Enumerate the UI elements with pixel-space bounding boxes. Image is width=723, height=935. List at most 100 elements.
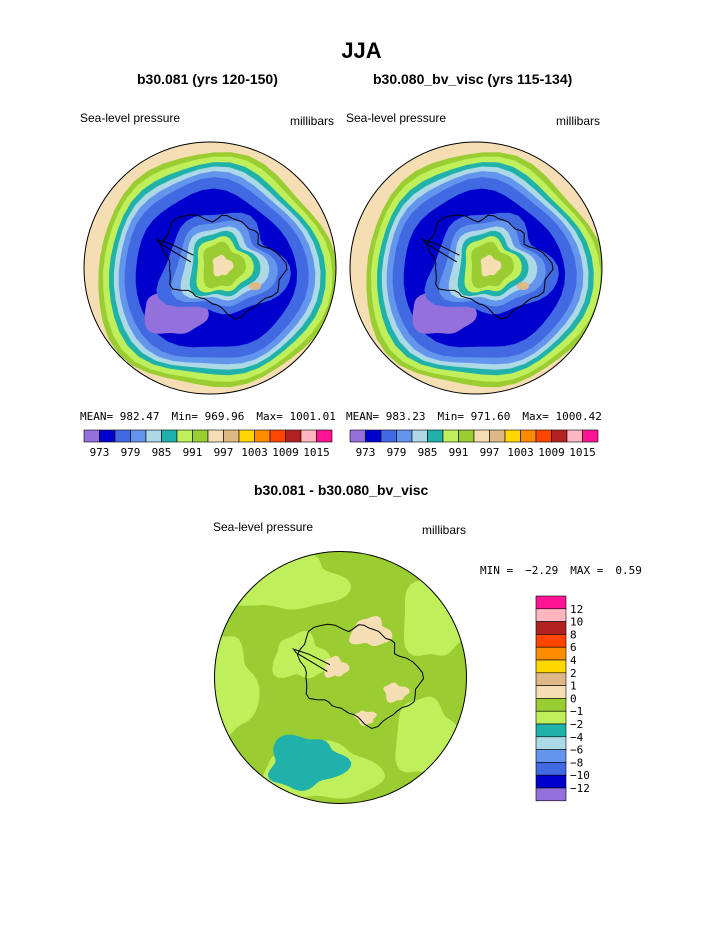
colorbar-swatch [582,429,599,443]
colorbar-swatch [130,429,147,443]
colorbar-tick-label: 979 [121,446,141,459]
colorbar-swatch [316,429,333,443]
slp-continent-band [480,254,502,277]
colorbar-tick-label: 2 [570,667,577,680]
colorbar-tick-label: −4 [570,731,584,744]
colorbar-tick-label: 1015 [569,446,596,459]
colorbar-tick-label: 973 [356,446,376,459]
colorbar-swatch [269,429,286,443]
slp-continent-band [212,254,234,277]
colorbar-swatch [535,698,567,712]
diff-band-positive [354,710,377,726]
panel1-map [83,141,337,395]
colorbar-swatch [192,429,209,443]
colorbar-swatch [207,429,224,443]
colorbar-swatch [473,429,490,443]
colorbar-swatch [535,595,567,610]
antarctica-coastline [426,214,554,320]
colorbar-tick-label: −12 [570,782,590,795]
colorbar-tick-label: 985 [152,446,172,459]
colorbar-swatch [535,672,567,686]
colorbar-tick-label: 1009 [272,446,299,459]
colorbar-swatch [145,429,162,443]
panel3-max: 0.59 [615,564,642,577]
colorbar-swatch [161,429,178,443]
colorbar-tick-label: 8 [570,628,577,641]
panel3-map [214,551,467,804]
colorbar-tick-label: 12 [570,603,583,616]
slp-high-cell [517,282,529,290]
diff-band-positive [324,655,350,678]
diff-band-minus2 [272,630,332,679]
colorbar-swatch [349,429,366,443]
colorbar-swatch [285,429,302,443]
diff-band-positive [383,682,410,703]
colorbar-tick-label: 991 [183,446,203,459]
colorbar-swatch [238,429,255,443]
map-border [214,551,467,804]
colorbar-tick-label: −2 [570,718,583,731]
colorbar-swatch [254,429,271,443]
panel2-variable: Sea-level pressure [346,111,447,125]
colorbar-swatch [535,723,567,738]
colorbar-swatch [535,646,567,661]
colorbar-swatch [365,429,382,443]
panel1-mean: MEAN= 982.47 [80,410,160,423]
panel1-colorbar: 973 979 985 991 997 1003 1009 1015 [83,429,333,459]
page-title: JJA [341,38,382,63]
panel1-title: b30.081 (yrs 120-150) [137,71,278,87]
colorbar-tick-label: −1 [570,705,583,718]
panel2-units: millibars [556,114,601,128]
colorbar-swatch [442,429,459,443]
colorbar-tick-label: 985 [418,446,438,459]
colorbar-swatch [223,429,240,443]
colorbar-swatch [535,429,552,443]
colorbar-tick-label: 1015 [303,446,330,459]
colorbar-tick-label: 10 [570,616,583,629]
panel1-stats: MEAN= 982.47 Min= 969.96 Max= 1001.01 [80,410,336,423]
colorbar-swatch [535,762,567,776]
colorbar-swatch [535,749,567,763]
colorbar-tick-label: 4 [570,654,577,667]
panel2-min: Min= 971.60 [437,410,511,423]
colorbar-tick-label: 1 [570,680,577,693]
colorbar-swatch [535,608,567,622]
panel3-stats: MIN = −2.29 MAX = 0.59 [480,564,642,577]
colorbar-swatch [504,429,521,443]
colorbar-swatch [535,621,567,635]
panel3-min: −2.29 [525,564,559,577]
colorbar-swatch [411,429,428,443]
colorbar-tick-label: 973 [90,446,110,459]
colorbar-swatch [535,710,567,725]
colorbar-swatch [535,774,567,789]
panel2-mean: MEAN= 983.23 [346,410,426,423]
colorbar-tick-label: 1003 [241,446,268,459]
colorbar-swatch [83,429,100,443]
antarctic-peninsula [155,238,194,263]
colorbar-tick-label: 979 [387,446,407,459]
panel2-title: b30.080_bv_visc (yrs 115-134) [373,71,573,87]
colorbar-tick-label: 991 [449,446,469,459]
slp-high-cell [249,282,261,290]
panel1-max: Max= 1001.01 [256,410,336,423]
panel2-colorbar: 973 979 985 991 997 1003 1009 1015 [349,429,599,459]
colorbar-swatch [380,429,397,443]
panel2-stats: MEAN= 983.23 Min= 971.60 Max= 1000.42 [346,410,602,423]
panel2-map [349,141,603,395]
colorbar-tick-label: 0 [570,692,577,705]
colorbar-swatch [535,685,567,699]
colorbar-swatch [535,736,567,750]
antarctica-coastline [296,623,425,730]
colorbar-swatch [300,429,317,443]
colorbar-tick-label: 997 [214,446,234,459]
map-border [83,141,337,395]
antarctic-peninsula [421,238,460,263]
colorbar-swatch [520,429,537,443]
panel2-max: Max= 1000.42 [522,410,602,423]
panel3-min-label: MIN = [480,564,514,577]
panel1-variable: Sea-level pressure [80,111,181,125]
colorbar-swatch [114,429,131,443]
map-border [349,141,603,395]
colorbar-tick-label: −6 [570,744,583,757]
